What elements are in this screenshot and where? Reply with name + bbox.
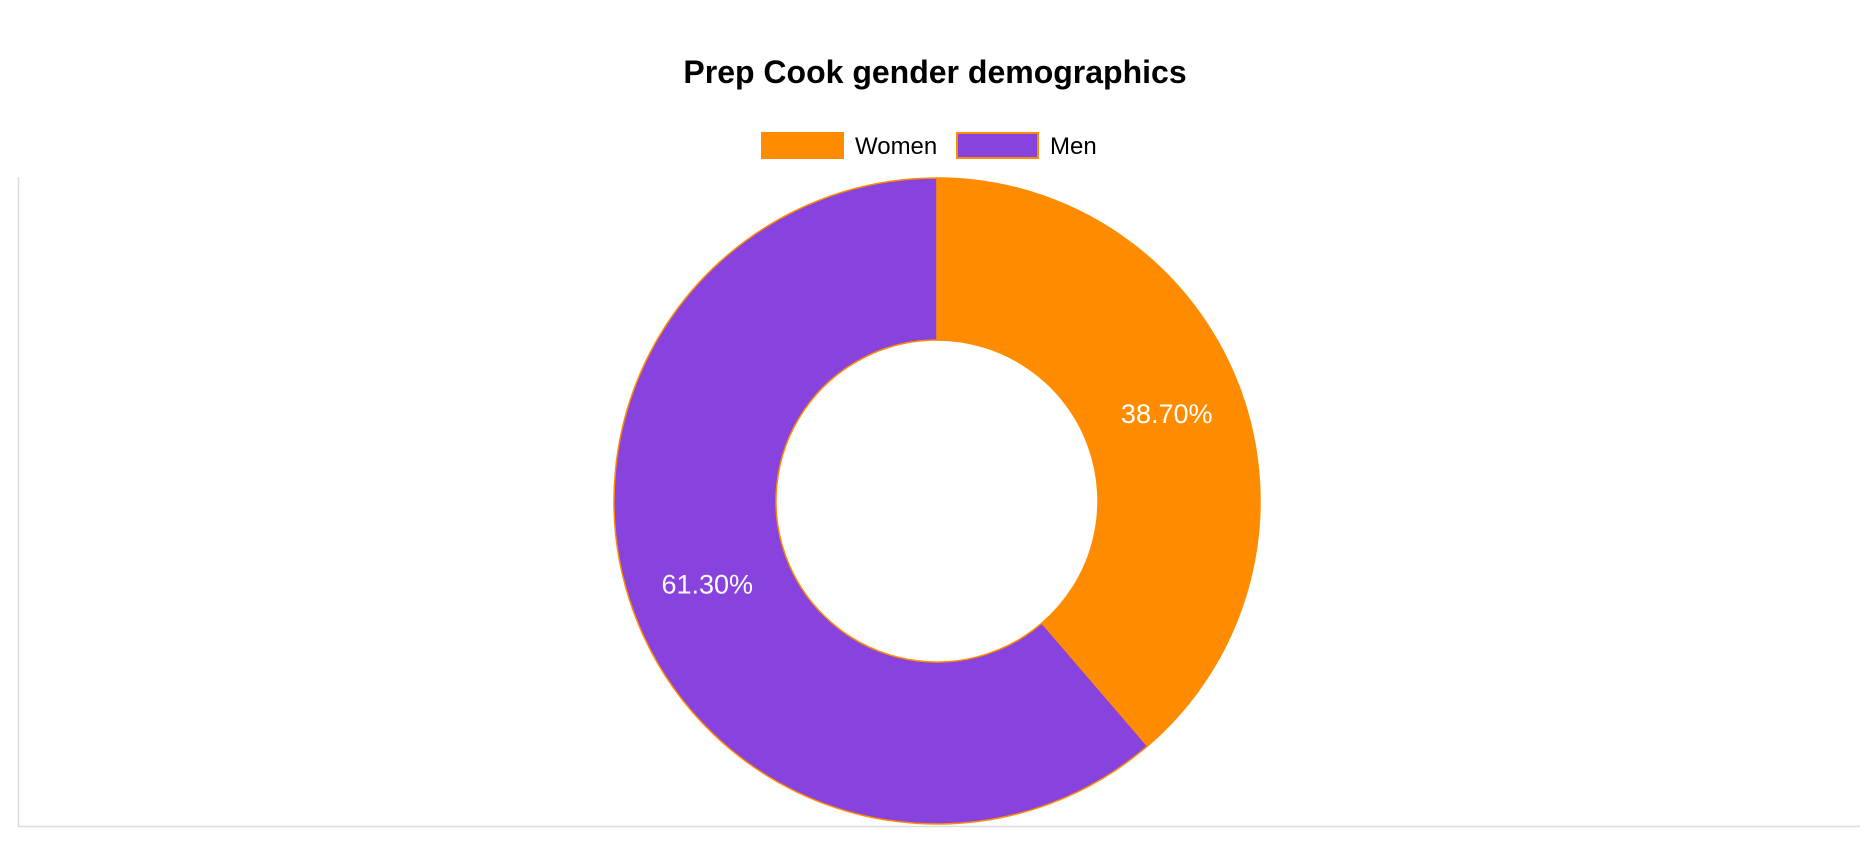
chart-title: Prep Cook gender demographics <box>683 54 1186 90</box>
slices <box>613 177 1261 825</box>
legend-swatch-women[interactable] <box>761 132 844 159</box>
slice-labels: 38.70% 61.30% <box>661 399 1212 599</box>
slice-women[interactable] <box>936 177 1261 748</box>
plot-frame <box>17 177 1860 828</box>
legend-swatch-men[interactable] <box>956 132 1039 159</box>
slice-label-women: 38.70% <box>1121 399 1213 429</box>
legend: Women Men <box>761 132 1097 160</box>
slice-men[interactable] <box>613 177 1149 825</box>
legend-label-men[interactable]: Men <box>1050 133 1097 160</box>
slice-label-men: 61.30% <box>661 569 753 599</box>
legend-label-women[interactable]: Women <box>855 133 937 160</box>
